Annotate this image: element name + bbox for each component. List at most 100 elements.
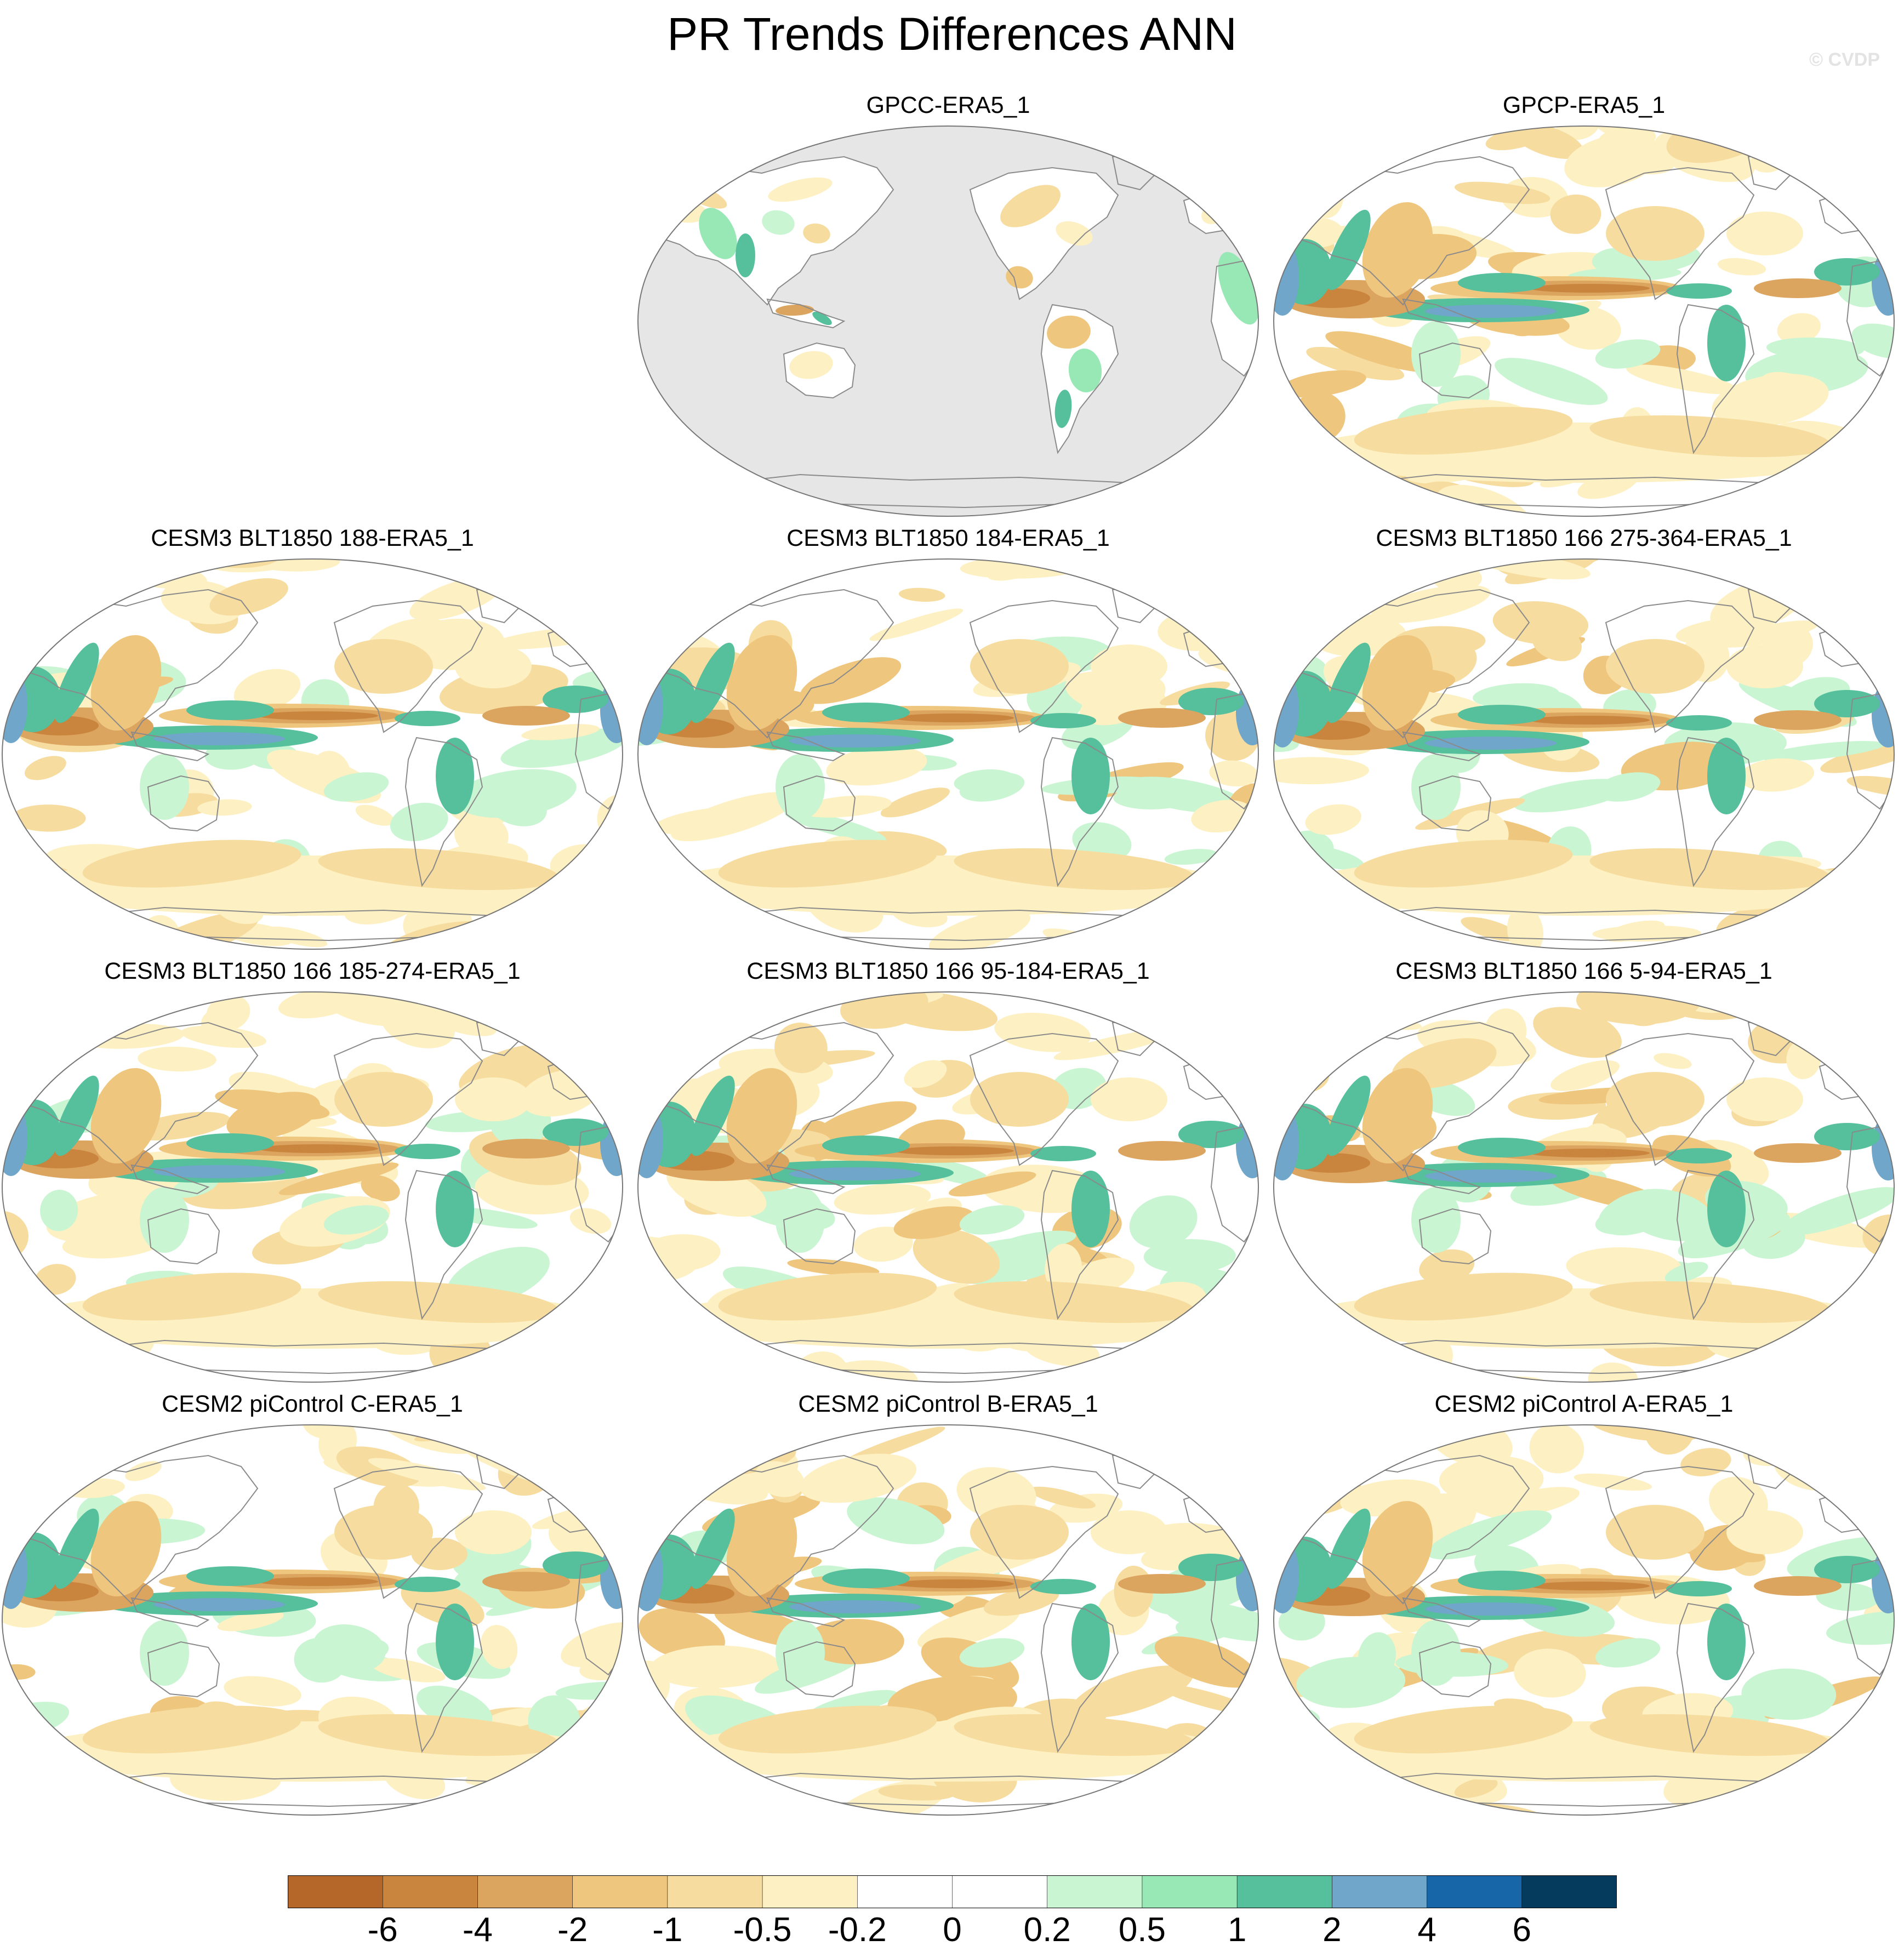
- field-patch: [880, 788, 950, 818]
- south-equatorial-wet-band: [789, 734, 921, 748]
- atlantic-dry-patch: [1118, 1141, 1206, 1161]
- map-border: [1273, 991, 1895, 1383]
- field-patch: [1829, 1322, 1894, 1360]
- map-gpcp: [1273, 125, 1895, 517]
- field-patch: [265, 926, 328, 948]
- field-patch: [1780, 1187, 1894, 1236]
- equatorial-band: [1529, 284, 1650, 293]
- field-patch: [368, 1458, 486, 1491]
- southern-dry-band: [954, 1714, 1195, 1756]
- equatorial-wet-patch: [186, 1133, 274, 1153]
- coastline-australia: [783, 775, 856, 832]
- coastline-samerica: [1040, 1169, 1119, 1320]
- map-panel-cesm3-166-185-274: CESM3 BLT1850 166 185-274-ERA5_1: [0, 958, 625, 1391]
- field-patch: [1564, 134, 1661, 187]
- land-area-namerica: [970, 168, 1118, 299]
- field-patch: [533, 1457, 623, 1485]
- coastline-asia: [10, 589, 259, 739]
- field-patch: [1550, 194, 1601, 234]
- coastline-namerica: [1605, 1465, 1755, 1599]
- north-atlantic-patch: [455, 1077, 532, 1121]
- spcz-wet-patch: [959, 1638, 1025, 1668]
- coastline-australia: [147, 1641, 220, 1698]
- field-patch: [1760, 741, 1885, 761]
- colorbar-tick-label: -2: [557, 1911, 588, 1949]
- field-patch: [1717, 258, 1766, 276]
- atlantic-wet-patch: [1178, 688, 1244, 715]
- map-border: [1273, 558, 1895, 950]
- field-patch: [1274, 442, 1306, 461]
- north-atlantic-patch: [1726, 1077, 1803, 1121]
- map-border: [637, 125, 1259, 517]
- southern-dry-band: [1589, 848, 1831, 891]
- field-patch: [1281, 1037, 1325, 1065]
- coastline-australia: [147, 1208, 220, 1265]
- field-patch: [800, 657, 902, 704]
- coastline-indonesia: [766, 298, 846, 329]
- map-cesm3-166-95-184: [637, 991, 1259, 1383]
- coastline-namerica: [969, 1032, 1119, 1166]
- monsoon-wet-patch: [1326, 1508, 1371, 1589]
- north-pacific-patch: [1606, 1072, 1705, 1127]
- field-patch: [390, 802, 448, 841]
- equatorial-wet-patch: [822, 703, 910, 722]
- field-patch: [647, 1741, 691, 1777]
- field-patch: [1274, 1006, 1371, 1049]
- field-patch: [1323, 918, 1362, 949]
- coastline-asia: [1282, 1022, 1530, 1172]
- field-patch: [805, 1619, 904, 1664]
- field-patch: [1507, 906, 1543, 949]
- southern-dry-band: [318, 1714, 559, 1756]
- equatorial-wet-patch: [1030, 713, 1096, 728]
- southern-dry-band: [82, 840, 301, 888]
- monsoon-wet-patch: [690, 1075, 735, 1156]
- map-panel-cesm2-a: CESM2 piControl A-ERA5_1: [1272, 1391, 1896, 1824]
- coastline-samerica: [1676, 1602, 1755, 1753]
- australia-wet-patch: [776, 1187, 825, 1253]
- map-border: [637, 558, 1259, 950]
- coastline-namerica: [1605, 1032, 1755, 1166]
- field-patch: [1129, 1195, 1198, 1249]
- field-patch: [303, 1425, 342, 1439]
- field-patch: [1855, 594, 1894, 637]
- field-patch: [1454, 1777, 1498, 1798]
- map-cesm3-166-5-94: [1273, 991, 1895, 1383]
- southern-dry-band: [1354, 407, 1573, 455]
- southern-dry-band: [318, 1281, 559, 1323]
- monsoon-wet-patch: [690, 1508, 735, 1589]
- coastline-indonesia: [130, 1597, 210, 1628]
- colorbar-tick-label: 1: [1227, 1911, 1247, 1949]
- field-patch: [658, 925, 762, 949]
- southern-dry-band: [1589, 415, 1831, 458]
- field-patch: [27, 909, 94, 937]
- coastline-samerica: [1676, 304, 1755, 454]
- australia-wet-patch: [776, 1620, 825, 1686]
- field-patch: [1029, 1486, 1096, 1509]
- field-patch: [455, 769, 577, 818]
- map-panel-cesm2-c: CESM2 piControl C-ERA5_1: [0, 1391, 625, 1824]
- spcz-wet-patch: [959, 772, 1025, 802]
- equatorial-band: [893, 714, 1014, 722]
- field-patch: [2, 1319, 73, 1371]
- field-patch: [469, 914, 592, 949]
- australia-wet-patch: [1411, 321, 1461, 387]
- map-cesm3-184: [637, 558, 1259, 950]
- field-patch: [1285, 864, 1325, 886]
- field-patch: [847, 1497, 945, 1544]
- field-patch: [569, 1208, 612, 1234]
- field-patch: [538, 941, 623, 949]
- north-pacific-patch: [1606, 1505, 1705, 1560]
- field-patch: [1739, 758, 1815, 792]
- south-america-wet-patch: [1071, 738, 1110, 814]
- panel-title: CESM2 piControl A-ERA5_1: [1434, 1391, 1734, 1417]
- field-patch: [1795, 1425, 1838, 1446]
- panel-title: CESM3 BLT1850 166 5-94-ERA5_1: [1395, 958, 1772, 984]
- coastline-asia: [1282, 156, 1530, 306]
- field-patch: [1556, 126, 1600, 140]
- map-cesm2-a: [1273, 1424, 1895, 1816]
- map-cesm3-166-275-364: [1273, 558, 1895, 950]
- warm-pool-dry-patch: [90, 1500, 162, 1597]
- field-patch: [1766, 337, 1865, 360]
- colorbar-swatch: [952, 1875, 1048, 1908]
- field-patch: [1550, 1060, 1620, 1091]
